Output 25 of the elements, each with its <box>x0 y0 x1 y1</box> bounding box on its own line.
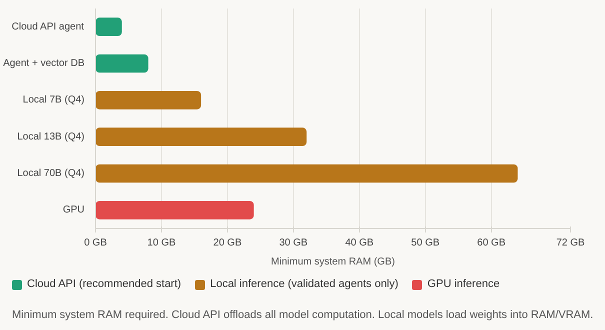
x-tick-label: 30 GB <box>279 238 308 248</box>
x-tick-label: 60 GB <box>477 238 506 248</box>
bar <box>96 128 307 146</box>
y-tick-label: GPU <box>62 204 84 216</box>
x-axis-title: Minimum system RAM (GB) <box>271 256 395 268</box>
bar <box>96 201 254 220</box>
x-tick-label: 0 GB <box>84 238 108 248</box>
bar <box>96 18 122 36</box>
legend-label: GPU inference <box>426 277 500 292</box>
bar <box>96 54 148 73</box>
y-tick-label: Local 7B (Q4) <box>22 94 85 106</box>
x-tick-label: 10 GB <box>147 238 176 248</box>
y-tick-label: Cloud API agent <box>12 21 84 32</box>
x-tick-label: 40 GB <box>345 238 374 248</box>
x-tick-label: 20 GB <box>213 238 242 248</box>
legend-label: Cloud API (recommended start) <box>26 277 182 292</box>
y-tick-label: Agent + vector DB <box>3 58 85 69</box>
x-tick-label: 72 GB <box>556 238 586 248</box>
x-tick-label: 50 GB <box>411 238 440 248</box>
text: Minimum system RAM required. Cloud API offloads all model computation. Local models load weights into RAM/VRAM. <box>12 308 594 322</box>
y-tick-label: Local 13B (Q4) <box>17 131 85 142</box>
bar <box>96 164 518 183</box>
bar <box>96 91 202 110</box>
legend-label: Local inference (validated agents only) <box>209 277 398 292</box>
y-tick-label: Local 70B (Q4) <box>17 168 85 179</box>
